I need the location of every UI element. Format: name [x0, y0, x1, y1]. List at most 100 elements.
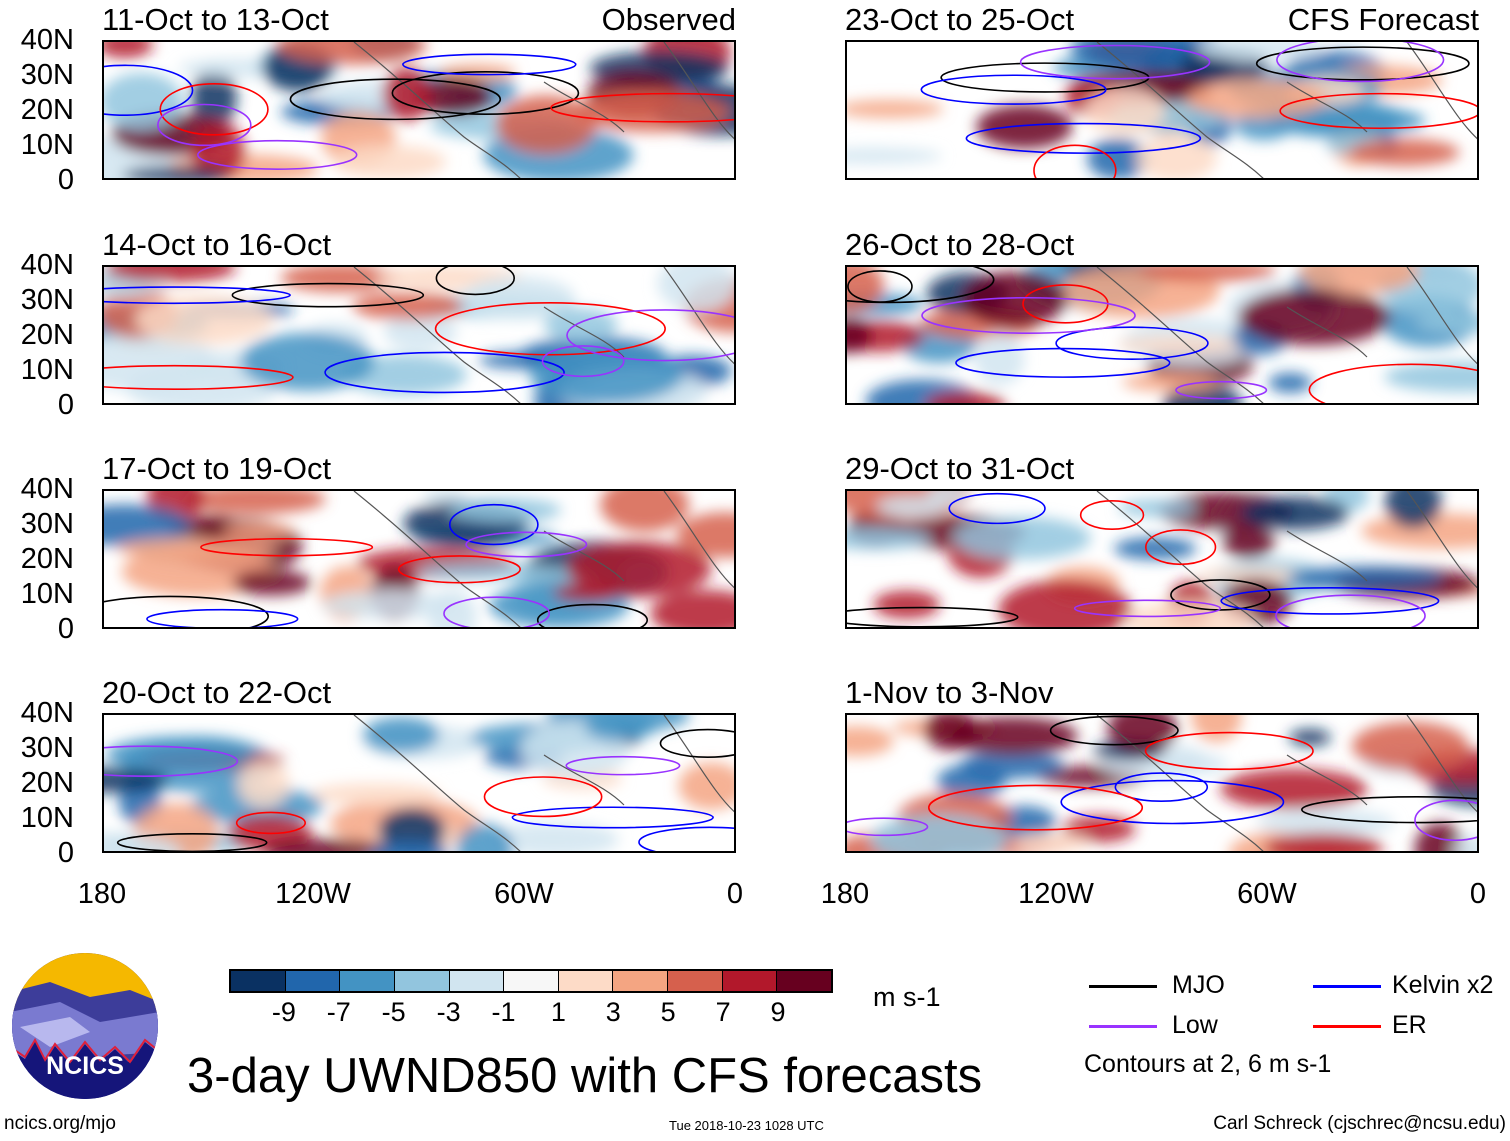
- anomaly-blob: [1256, 809, 1395, 837]
- anomaly-blob: [1288, 729, 1331, 747]
- contour-line: [1019, 44, 1211, 80]
- svg-text:NCICS: NCICS: [46, 1052, 124, 1080]
- contour-line: [1049, 715, 1179, 746]
- x-tick-label: 120W: [275, 878, 351, 910]
- anomaly-blob: [382, 67, 432, 121]
- anomaly-blob: [352, 292, 465, 321]
- anomaly-blob: [240, 332, 375, 392]
- colorbar-swatch: [613, 971, 669, 991]
- y-tick-label: 10N: [20, 354, 74, 386]
- y-tick-label: 40N: [20, 249, 74, 281]
- contour-line: [1255, 46, 1470, 81]
- anomaly-blob: [876, 496, 946, 518]
- x-tick-label: 0: [726, 878, 744, 910]
- anomaly-blob: [489, 822, 620, 851]
- x-tick-label: 180: [820, 878, 870, 910]
- anomaly-blob: [117, 538, 277, 561]
- legend-mjo-label: MJO: [1172, 971, 1225, 999]
- anomaly-blob: [998, 579, 1133, 627]
- y-tick-label: 30N: [20, 508, 74, 540]
- footer-timestamp: Tue 2018-10-23 1028 UTC: [669, 1118, 824, 1133]
- map-panel: [845, 265, 1479, 405]
- colorbar-label: 7: [715, 997, 731, 1027]
- anomaly-blob: [462, 276, 576, 320]
- anomaly-blob: [1298, 267, 1420, 294]
- anomaly-blob: [322, 590, 459, 620]
- anomaly-blob: [368, 839, 449, 851]
- colorbar-swatch: [558, 971, 614, 991]
- coastline: [353, 491, 734, 627]
- legend-low-line: [1089, 1025, 1157, 1028]
- anomaly-blob: [1087, 138, 1149, 178]
- contour-line: [565, 755, 681, 776]
- panel-source-tag: Observed: [601, 2, 736, 37]
- y-tick-label: 10N: [20, 129, 74, 161]
- contour-line: [200, 537, 374, 557]
- map-panel: [102, 265, 736, 405]
- legend-kelvin-line: [1313, 985, 1381, 988]
- contour-line: [536, 603, 648, 627]
- wind-anomaly-shading: [847, 267, 1477, 403]
- contour-line: [1308, 363, 1477, 403]
- contour-line: [511, 806, 714, 829]
- contour-line: [443, 596, 550, 627]
- anomaly-blob: [276, 42, 427, 65]
- contour-line: [1079, 499, 1145, 530]
- anomaly-blob: [600, 491, 690, 532]
- colorbar-swatch: [340, 971, 395, 991]
- legend-mjo-line: [1089, 985, 1157, 988]
- colorbar-label: -3: [436, 997, 461, 1027]
- coastline: [1096, 42, 1477, 178]
- anomaly-blob: [190, 121, 246, 178]
- contour-line: [1279, 92, 1477, 130]
- anomaly-blob: [262, 838, 390, 851]
- x-tick-label: 180: [77, 878, 127, 910]
- anomaly-blob: [1384, 361, 1477, 393]
- contour-line: [1114, 772, 1209, 802]
- contour-line: [1275, 594, 1426, 627]
- legend-er-label: ER: [1392, 1011, 1427, 1039]
- contour-line: [1073, 599, 1222, 618]
- anomaly-blob: [1351, 721, 1469, 771]
- ncics-logo: NCICS: [12, 953, 158, 1099]
- anomaly-blob: [362, 716, 440, 753]
- contour-line: [434, 301, 666, 356]
- contour-line: [1060, 779, 1285, 825]
- anomaly-blob: [1138, 267, 1277, 282]
- anomaly-blob: [953, 516, 1091, 560]
- anomaly-blob: [237, 760, 290, 808]
- colorbar-swatch: [777, 971, 832, 991]
- anomaly-blob: [1361, 513, 1477, 549]
- contour-line: [921, 296, 1136, 334]
- y-tick-label: 0: [57, 837, 74, 869]
- contour-line: [448, 503, 539, 546]
- contour-line: [566, 309, 734, 362]
- contour-line: [928, 784, 1144, 831]
- anomaly-blob: [1084, 86, 1166, 135]
- anomaly-blob: [495, 95, 597, 155]
- colorbar-label: -5: [381, 997, 406, 1027]
- anomaly-blob: [1240, 496, 1350, 531]
- contour-line: [965, 122, 1202, 154]
- colorbar-label: -7: [326, 997, 351, 1027]
- contour-line: [955, 347, 1171, 378]
- wind-anomaly-shading: [104, 715, 734, 851]
- anomaly-blob: [1115, 335, 1241, 354]
- panel-date-range: 20-Oct to 22-Oct: [102, 675, 332, 710]
- anomaly-blob: [104, 267, 237, 283]
- panel-date-range: 17-Oct to 19-Oct: [102, 451, 332, 486]
- colorbar-label: -9: [271, 997, 296, 1027]
- anomaly-blob: [222, 522, 295, 540]
- anomaly-blob: [104, 332, 218, 392]
- contour-line: [1145, 529, 1217, 566]
- anomaly-blob: [1268, 372, 1312, 393]
- anomaly-blob: [1414, 822, 1466, 851]
- anomaly-blob: [280, 267, 400, 293]
- anomaly-blob: [1238, 288, 1391, 346]
- y-tick-label: 30N: [20, 59, 74, 91]
- contour-line: [104, 286, 291, 305]
- anomaly-blob: [847, 726, 894, 757]
- contour-line: [397, 555, 521, 584]
- contour-line: [550, 92, 734, 123]
